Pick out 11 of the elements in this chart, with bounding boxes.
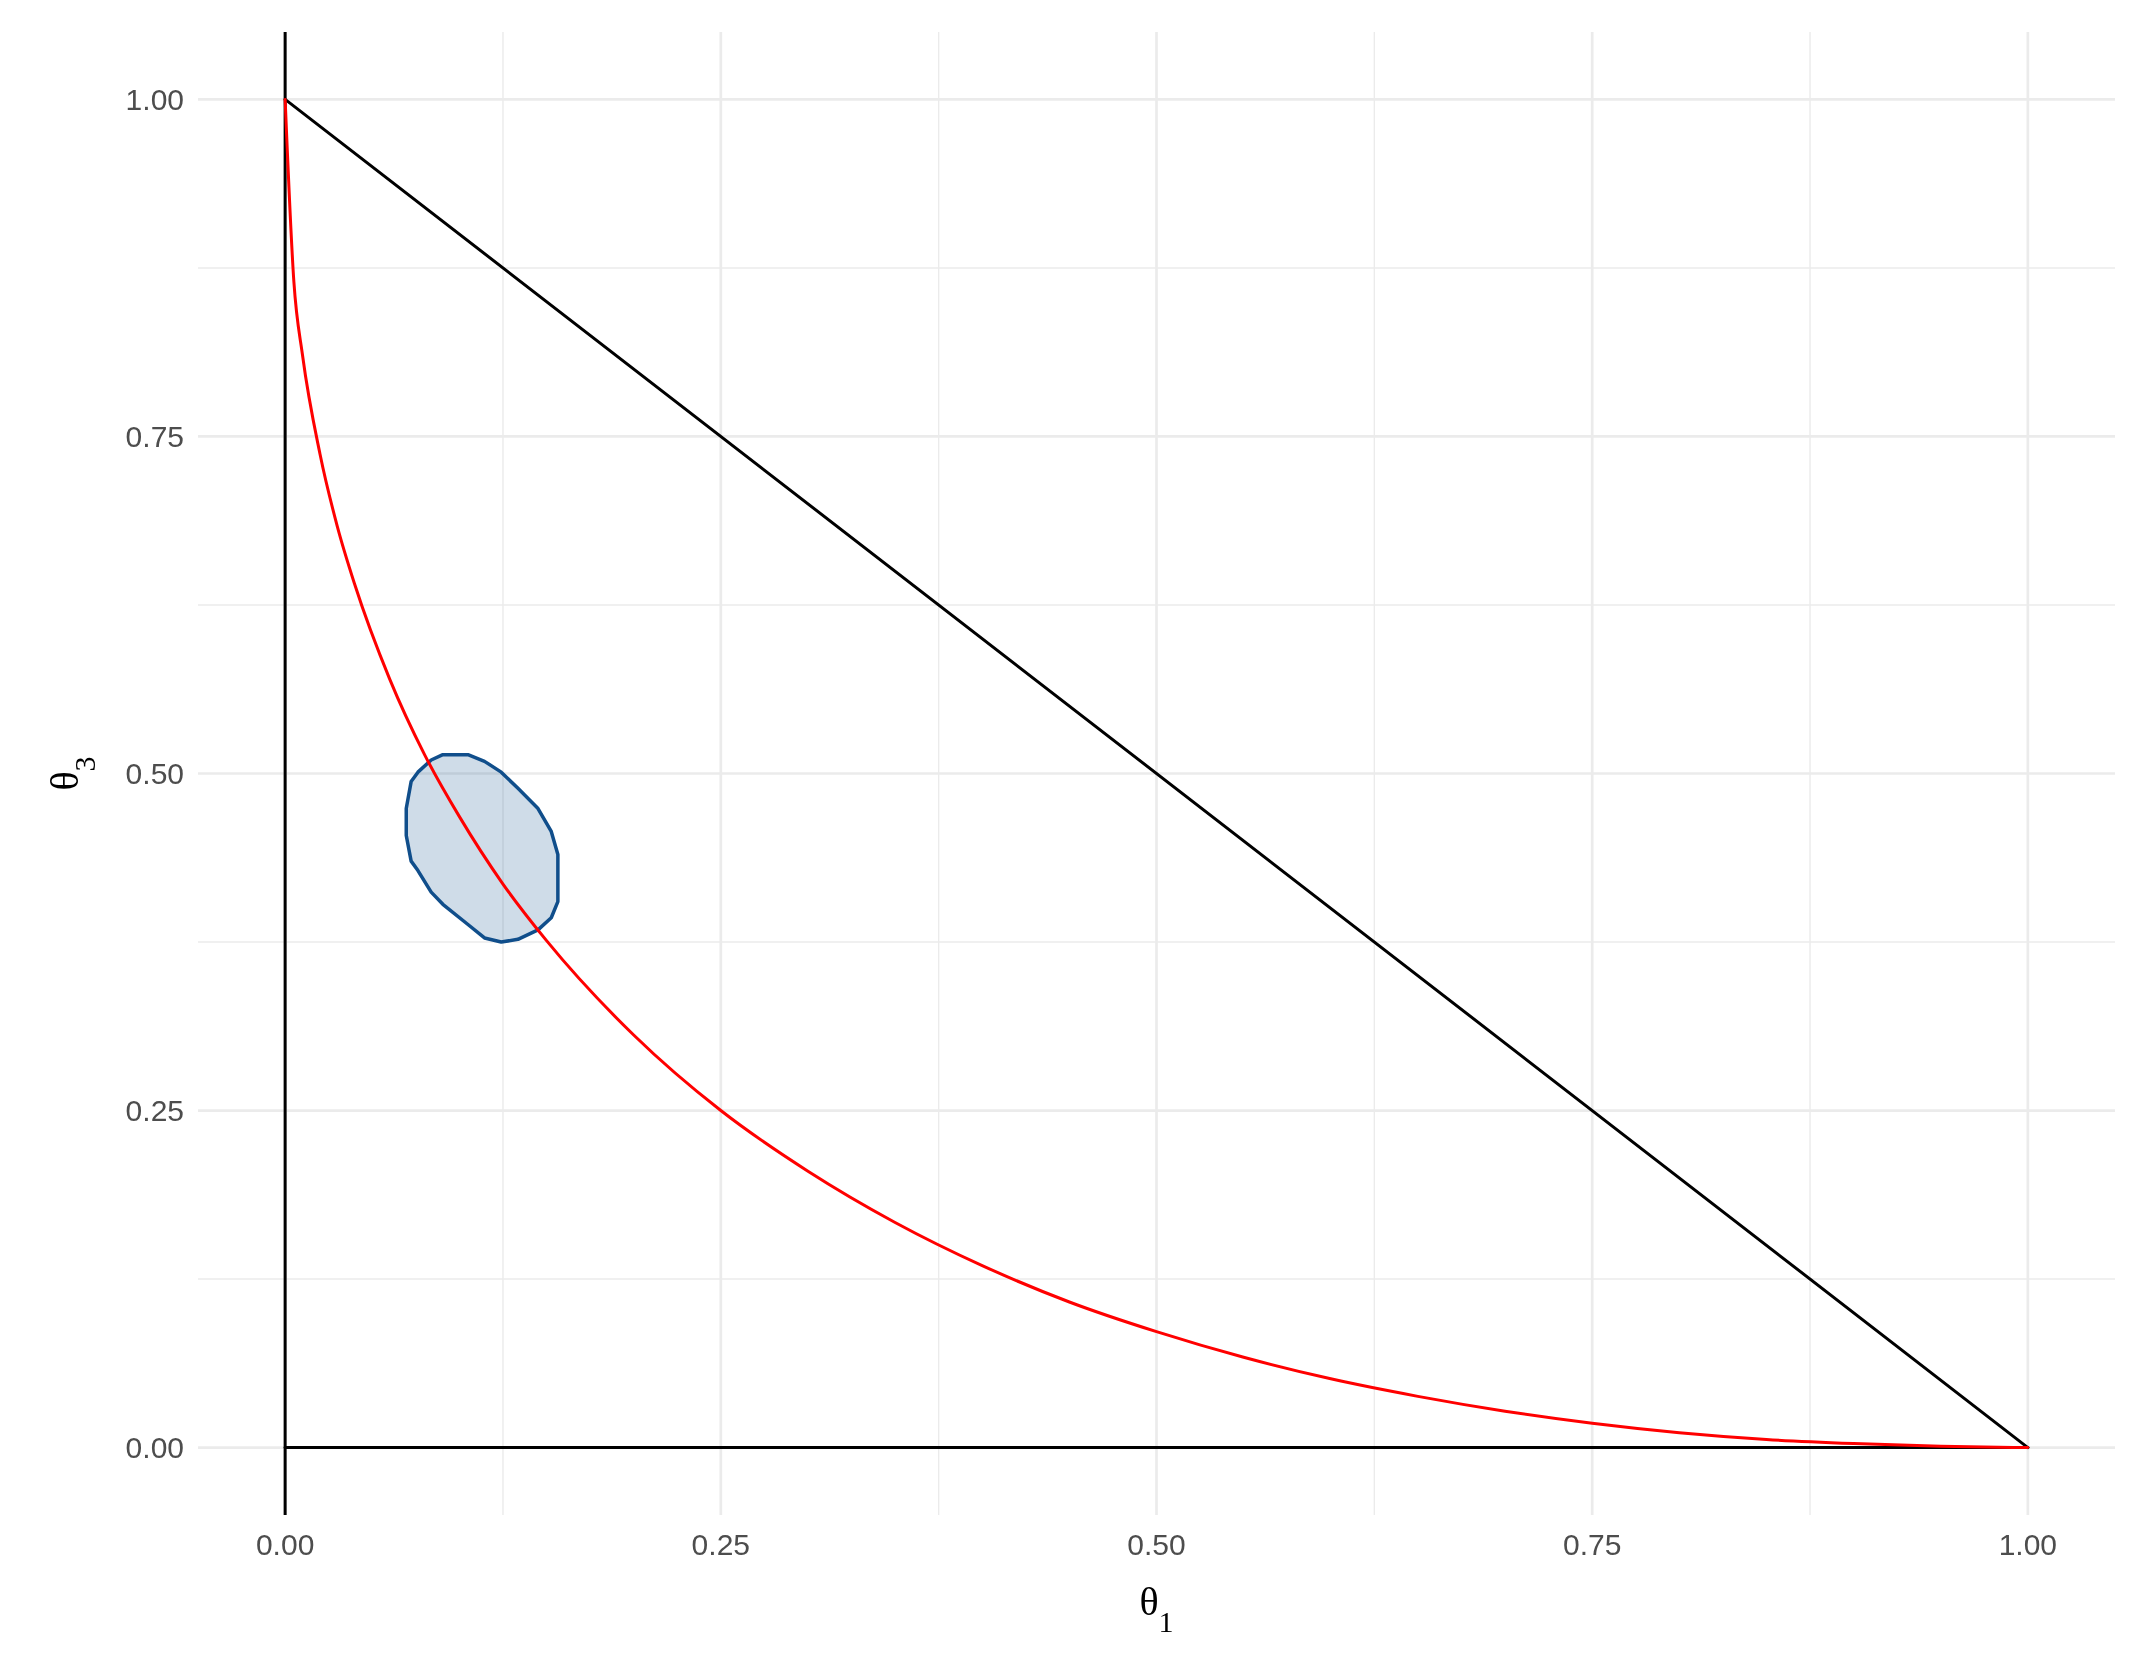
x-tick-label: 1.00 [1998,1528,2058,1561]
x-tick-label: 0.75 [1562,1528,1622,1561]
y-tick-label: 0.00 [125,1431,184,1465]
y-tick-label: 0.25 [125,1094,184,1128]
y-tick-label: 0.75 [125,419,184,453]
y-tick-label: 1.00 [125,82,184,116]
x-tick-label: 0.25 [691,1528,751,1561]
x-tick-label: 0.00 [255,1528,315,1561]
x-axis-title: θ$_{1}$ [1139,1579,1174,1638]
x-tick-label: 0.50 [1127,1528,1186,1561]
y-tick-label: 0.50 [125,757,184,790]
